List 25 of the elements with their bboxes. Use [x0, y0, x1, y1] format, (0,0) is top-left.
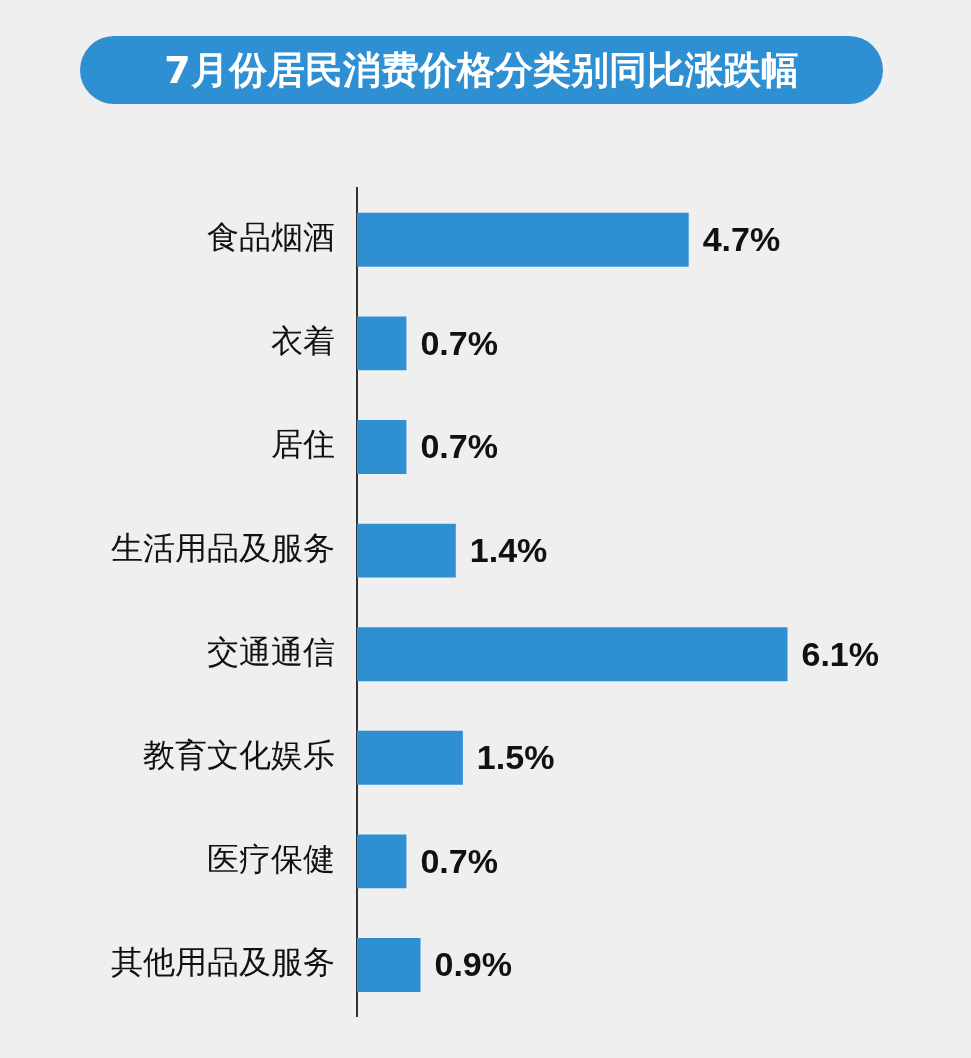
- data-label: 0.7%: [420, 427, 498, 466]
- bar: [357, 420, 407, 474]
- y-tick-label: 生活用品及服务: [111, 528, 335, 567]
- y-tick-label: 衣着: [271, 321, 335, 360]
- bar: [357, 627, 788, 682]
- y-tick-label: 居住: [271, 425, 335, 464]
- bar: [357, 212, 689, 267]
- data-label: 0.7%: [420, 323, 498, 362]
- data-label: 4.7%: [702, 220, 781, 259]
- y-tick-label: 医疗保健: [207, 839, 335, 878]
- data-label: 0.7%: [420, 841, 498, 880]
- data-label: 1.4%: [469, 530, 548, 569]
- y-tick-label: 食品烟酒: [207, 218, 335, 257]
- data-label: 6.1%: [801, 634, 880, 673]
- bar: [357, 316, 407, 371]
- y-tick-label: 交通通信: [207, 632, 335, 671]
- data-label: 1.5%: [476, 738, 555, 777]
- chart-title: 7月份居民消费价格分类别同比涨跌幅: [80, 36, 883, 104]
- y-tick-label: 教育文化娱乐: [143, 736, 335, 775]
- bar: [357, 523, 456, 578]
- y-tick-label: 其他用品及服务: [111, 943, 335, 982]
- bar: [357, 730, 463, 785]
- bar: [357, 834, 407, 889]
- bar: [357, 938, 421, 992]
- data-label: 0.9%: [434, 945, 513, 984]
